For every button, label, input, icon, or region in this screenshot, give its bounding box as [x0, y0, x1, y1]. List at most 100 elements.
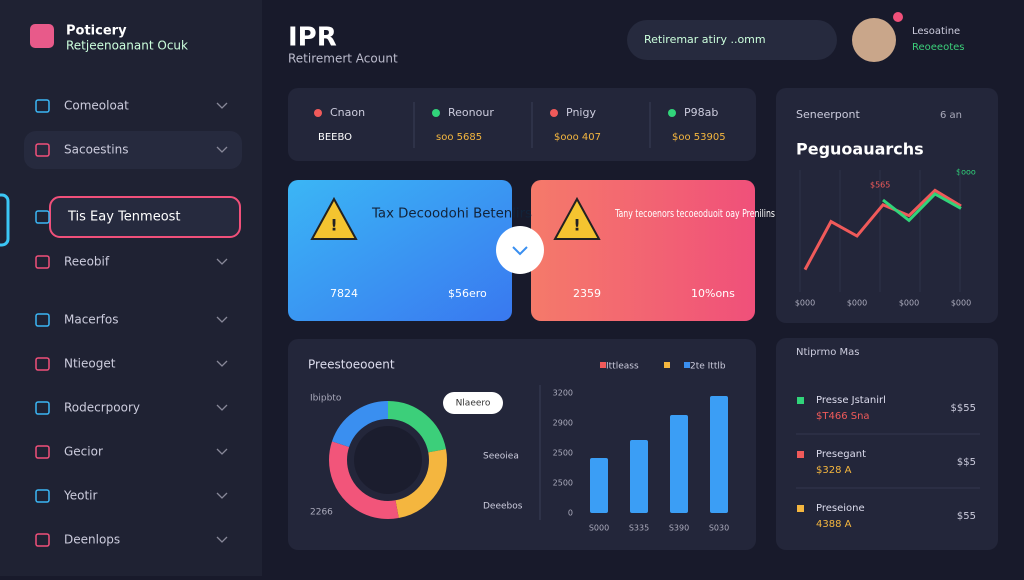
nav-indicator — [0, 193, 10, 247]
panel-title: Seneerpont — [796, 108, 860, 121]
bar — [710, 396, 728, 513]
nav-item[interactable]: Yeotir — [63, 489, 98, 503]
y-axis-label: 3200 — [553, 389, 573, 398]
item-amount: $55 — [957, 511, 976, 522]
item-dot — [797, 451, 804, 458]
nav-icon — [35, 357, 50, 371]
nav-chevron — [216, 492, 228, 499]
nav-icon — [35, 210, 50, 224]
item-sub: 4388 A — [816, 519, 852, 530]
warning-icon — [310, 196, 358, 240]
avatar[interactable] — [852, 18, 896, 62]
alert-left: 2359 — [573, 287, 601, 300]
item-name: Presse Jstanirl — [816, 395, 886, 406]
nav-icon — [35, 401, 50, 415]
status-dot — [550, 109, 558, 117]
nav-item[interactable]: Gecior — [64, 445, 103, 459]
page-title: IPR — [288, 23, 337, 53]
nav-icon — [35, 143, 50, 157]
stat-value: soo 5685 — [436, 132, 482, 143]
stat-label: Reonour — [448, 106, 494, 119]
sidebar — [0, 0, 262, 576]
brand-subtitle: Retjeenoanant Ocuk — [66, 39, 188, 53]
nav-highlight[interactable] — [49, 196, 241, 238]
stat-value: BEEBO — [318, 132, 352, 143]
nav-icon — [35, 533, 50, 547]
bar — [670, 415, 688, 513]
x-tick-label: S000 — [589, 524, 609, 533]
dropdown[interactable]: 6 an — [940, 110, 962, 121]
nav-icon — [35, 99, 50, 113]
tag: $ooo — [956, 168, 976, 177]
donut-segment — [329, 401, 447, 519]
x-tick-label: S390 — [669, 524, 689, 533]
item-sub: $T466 Sna — [816, 411, 870, 422]
nav-chevron — [216, 404, 228, 411]
nav-item[interactable]: Deenlops — [64, 533, 120, 547]
legend-swatch — [684, 362, 690, 368]
nav-item[interactable]: Rodecrpoory — [64, 401, 140, 415]
alert-icon-mark: ! — [573, 216, 580, 235]
toggle-button[interactable] — [496, 226, 544, 274]
headline: Peguoauarchs — [796, 140, 924, 159]
search-text: Retiremar atiry ..omm — [644, 33, 766, 46]
item-sub: $328 A — [816, 465, 852, 476]
alert-icon-mark: ! — [330, 216, 337, 235]
search-box[interactable] — [627, 20, 837, 60]
status-dot — [668, 109, 676, 117]
notification-dot — [893, 12, 903, 22]
nav-item[interactable]: Reeobif — [64, 255, 110, 269]
nav-item[interactable]: Comeoloat — [64, 99, 129, 113]
nav-active-bg — [24, 131, 242, 169]
nav-chevron — [216, 360, 228, 367]
alert-right: 10%ons — [691, 287, 735, 300]
y-axis-label: 0 — [568, 509, 573, 518]
alert-title: Tax Decoodohi Betenlirs — [371, 207, 532, 222]
item-name: Preseione — [816, 503, 865, 514]
nav-item[interactable]: Ntieoget — [64, 357, 116, 371]
pill-text: Nlaeero — [456, 399, 491, 409]
bar — [630, 439, 648, 513]
stat-label: Cnaon — [330, 106, 365, 119]
x-tick-label: S030 — [709, 524, 729, 533]
user-name: Lesoatine — [912, 26, 960, 37]
nav-item[interactable]: Sacoestins — [64, 143, 128, 157]
nav-chevron — [216, 258, 228, 265]
x-tick-label: S335 — [629, 524, 649, 533]
nav-chevron — [216, 316, 228, 323]
stats-panel — [288, 88, 756, 161]
alert-left: 7824 — [330, 287, 358, 300]
label: Deeebos — [483, 502, 523, 512]
nav-icon — [35, 255, 50, 269]
brand-title: Poticery — [66, 24, 127, 39]
legend: Ittleass — [606, 362, 639, 372]
page-subtitle: Retiremert Acount — [288, 52, 398, 66]
x-tick-label: $000 — [847, 299, 867, 308]
nav-icon — [35, 313, 50, 327]
x-tick-label: $000 — [899, 299, 919, 308]
stat-value: $ooo 407 — [554, 132, 601, 143]
status-dot — [314, 109, 322, 117]
y-axis-label: 2900 — [553, 419, 573, 428]
label: Ibipbto — [310, 394, 342, 404]
legend-swatch — [664, 362, 670, 368]
alert-title: Tany tecoenors tecoeoduoit oay Prenilins — [614, 207, 775, 220]
list-panel — [776, 338, 998, 550]
logo — [30, 24, 54, 48]
item-dot — [797, 505, 804, 512]
item-amount: $$55 — [951, 403, 976, 414]
nav-item[interactable]: Tis Eay Tenmeost — [67, 210, 181, 225]
user-role: Reoeeotes — [912, 42, 964, 53]
y-axis-label: 2500 — [553, 449, 573, 458]
alert-right: $56ero — [448, 287, 487, 300]
item-amount: $$5 — [957, 457, 976, 468]
panel-title: Ntiprmo Mas — [796, 347, 859, 358]
nav-item[interactable]: Macerfos — [64, 313, 118, 327]
y-axis-label: 2500 — [553, 479, 573, 488]
pill — [443, 392, 503, 414]
nav-chevron — [216, 536, 228, 543]
line-series — [803, 188, 962, 271]
donut-segment — [329, 401, 447, 519]
